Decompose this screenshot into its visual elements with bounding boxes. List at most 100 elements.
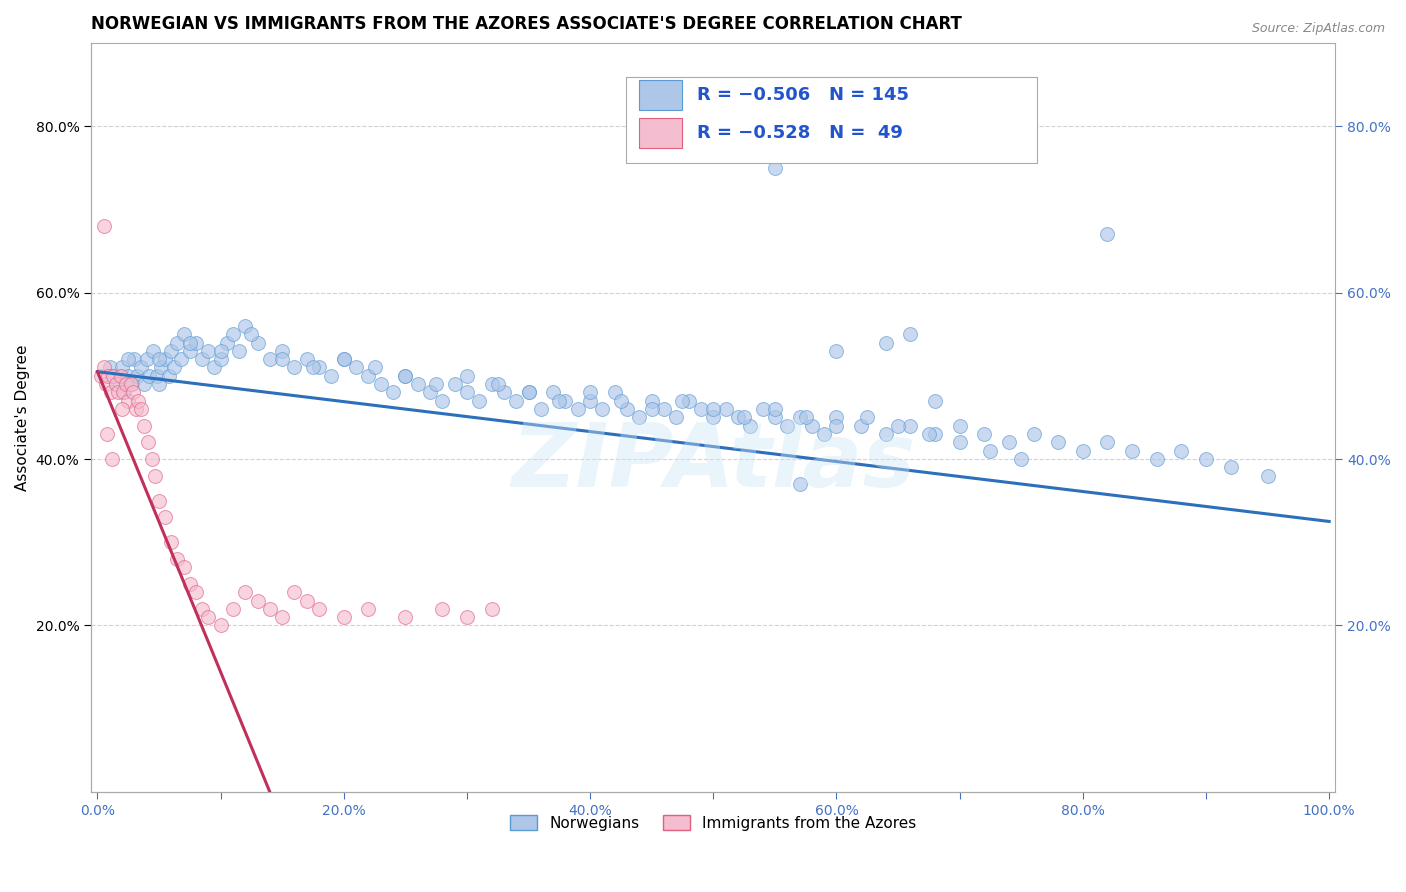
Point: [271, 343, 294, 358]
Point: [825, 410, 848, 425]
Point: [763, 402, 786, 417]
Point: [332, 610, 354, 624]
Point: [104, 377, 127, 392]
Point: [302, 360, 325, 375]
Point: [129, 360, 152, 375]
Text: ZIPAtlas: ZIPAtlas: [512, 419, 915, 506]
Point: [215, 335, 238, 350]
Point: [97, 368, 120, 383]
Point: [191, 602, 214, 616]
Point: [332, 352, 354, 367]
Point: [125, 368, 148, 383]
Point: [228, 343, 250, 358]
Point: [246, 593, 269, 607]
Point: [184, 585, 207, 599]
Point: [145, 368, 167, 383]
Legend: Norwegians, Immigrants from the Azores: Norwegians, Immigrants from the Azores: [503, 808, 922, 837]
Point: [763, 161, 786, 175]
Point: [432, 393, 454, 408]
Point: [96, 427, 118, 442]
Point: [505, 393, 527, 408]
Point: [1010, 452, 1032, 467]
Point: [111, 360, 134, 375]
Point: [875, 427, 897, 442]
Point: [157, 368, 180, 383]
Point: [93, 219, 115, 233]
Point: [166, 552, 188, 566]
Point: [114, 385, 136, 400]
Point: [150, 360, 173, 375]
Text: R = −0.506   N = 145: R = −0.506 N = 145: [697, 87, 910, 104]
Point: [124, 352, 146, 367]
Point: [825, 418, 848, 433]
Point: [579, 393, 602, 408]
Point: [998, 435, 1021, 450]
Point: [665, 410, 688, 425]
Point: [363, 360, 385, 375]
Point: [134, 418, 156, 433]
Point: [98, 360, 121, 375]
Point: [129, 402, 152, 417]
Point: [652, 402, 675, 417]
Point: [443, 377, 465, 392]
Point: [789, 410, 811, 425]
Point: [924, 393, 946, 408]
Point: [394, 368, 416, 383]
Point: [432, 602, 454, 616]
Point: [641, 393, 664, 408]
Point: [1170, 443, 1192, 458]
Point: [160, 535, 183, 549]
Point: [179, 335, 201, 350]
Point: [222, 327, 245, 342]
Point: [240, 327, 263, 342]
Point: [794, 410, 817, 425]
Point: [875, 335, 897, 350]
Point: [259, 352, 281, 367]
Point: [112, 385, 135, 400]
Point: [751, 402, 773, 417]
Point: [1257, 468, 1279, 483]
Point: [825, 343, 848, 358]
Y-axis label: Associate's Degree: Associate's Degree: [15, 344, 30, 491]
Point: [148, 352, 170, 367]
Point: [727, 410, 749, 425]
Point: [308, 360, 330, 375]
Point: [173, 327, 195, 342]
Point: [283, 360, 305, 375]
Point: [148, 377, 170, 392]
Point: [541, 385, 564, 400]
Point: [554, 393, 576, 408]
Point: [610, 393, 633, 408]
Point: [100, 385, 122, 400]
Point: [101, 368, 124, 383]
Point: [1097, 227, 1119, 242]
Point: [103, 368, 125, 383]
Point: [628, 410, 651, 425]
Point: [197, 343, 219, 358]
Point: [419, 385, 441, 400]
Point: [887, 418, 910, 433]
Point: [295, 593, 318, 607]
Point: [143, 468, 166, 483]
FancyBboxPatch shape: [638, 80, 682, 111]
Point: [740, 418, 762, 433]
Point: [898, 418, 921, 433]
Point: [763, 410, 786, 425]
Point: [702, 410, 724, 425]
Point: [308, 602, 330, 616]
Point: [173, 560, 195, 574]
Point: [117, 393, 139, 408]
Point: [370, 377, 392, 392]
Point: [530, 402, 553, 417]
Point: [108, 368, 131, 383]
Point: [678, 393, 700, 408]
Point: [492, 385, 515, 400]
Point: [1022, 427, 1045, 442]
Point: [321, 368, 343, 383]
Point: [776, 418, 799, 433]
Point: [856, 410, 879, 425]
Point: [979, 443, 1001, 458]
Point: [117, 352, 139, 367]
Point: [191, 352, 214, 367]
Point: [641, 402, 664, 417]
